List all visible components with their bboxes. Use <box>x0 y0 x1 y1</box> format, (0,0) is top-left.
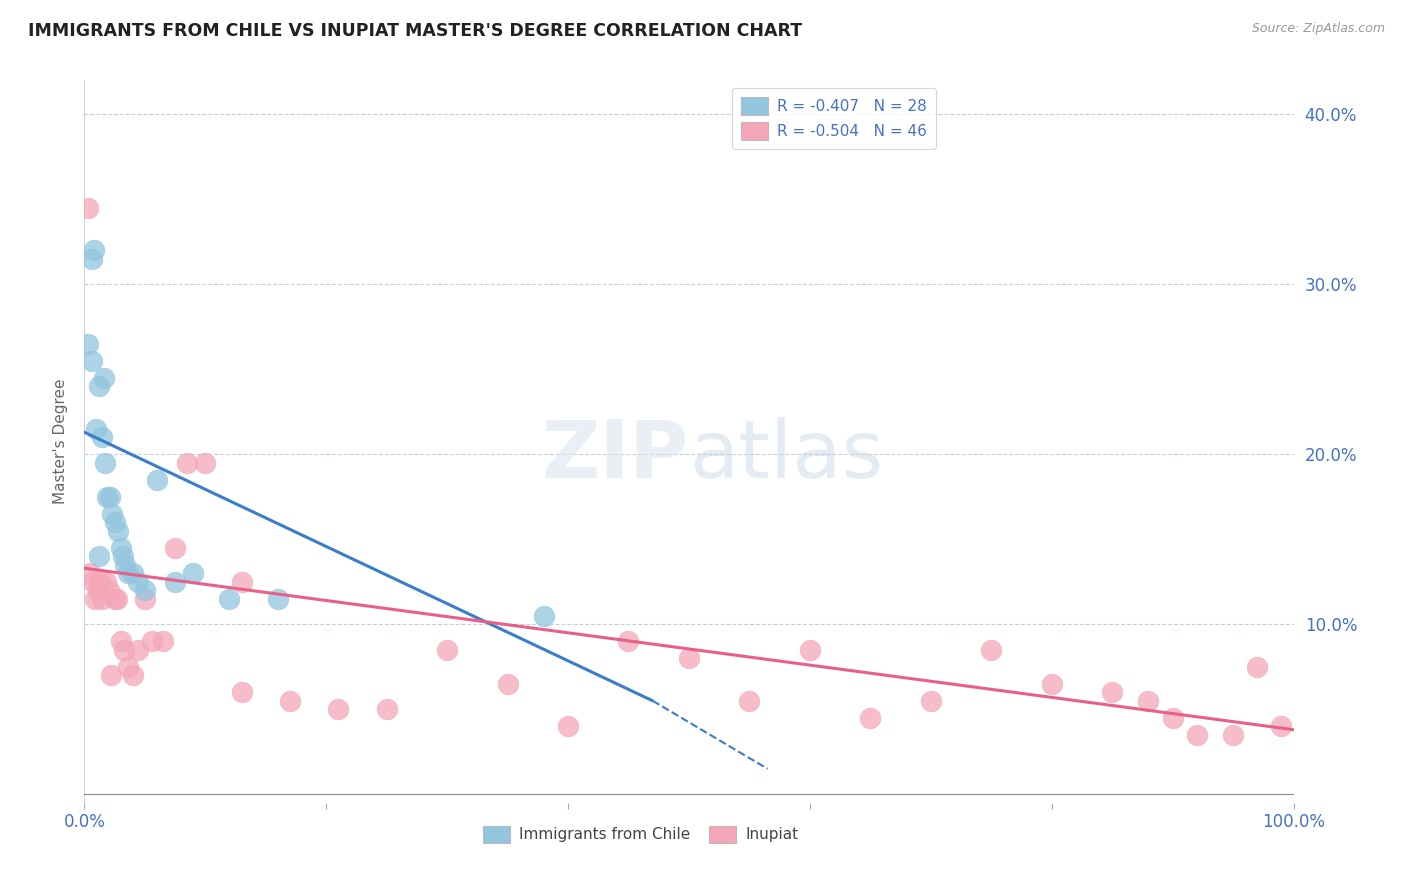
Point <box>77 201 100 215</box>
Point <box>86 422 108 436</box>
Point <box>1137 694 1160 708</box>
Point <box>114 558 136 572</box>
Point <box>86 583 108 598</box>
Point <box>127 574 149 589</box>
Point <box>1185 728 1208 742</box>
Point <box>87 549 110 564</box>
Point <box>557 719 579 733</box>
Point <box>278 694 301 708</box>
Point <box>98 490 121 504</box>
Point <box>1101 685 1123 699</box>
Point <box>87 379 110 393</box>
Point <box>100 668 122 682</box>
Point <box>112 549 135 564</box>
Point <box>117 660 139 674</box>
Legend: Immigrants from Chile, Inupiat: Immigrants from Chile, Inupiat <box>477 820 804 849</box>
Point <box>83 244 105 258</box>
Point <box>146 473 169 487</box>
Point <box>165 541 187 555</box>
Point <box>799 642 821 657</box>
Point <box>101 507 124 521</box>
Point <box>267 591 290 606</box>
Point <box>134 591 156 606</box>
Point <box>105 591 128 606</box>
Point <box>231 685 253 699</box>
Text: IMMIGRANTS FROM CHILE VS INUPIAT MASTER'S DEGREE CORRELATION CHART: IMMIGRANTS FROM CHILE VS INUPIAT MASTER'… <box>28 22 803 40</box>
Point <box>104 591 127 606</box>
Point <box>194 456 217 470</box>
Point <box>79 566 101 581</box>
Point <box>980 642 1002 657</box>
Point <box>176 456 198 470</box>
Point <box>859 711 882 725</box>
Point <box>77 336 100 351</box>
Point <box>89 574 111 589</box>
Point <box>375 702 398 716</box>
Point <box>496 677 519 691</box>
Point <box>152 634 174 648</box>
Point <box>1161 711 1184 725</box>
Point <box>328 702 350 716</box>
Point <box>107 524 129 538</box>
Point <box>181 566 204 581</box>
Text: ZIP: ZIP <box>541 417 689 495</box>
Point <box>1040 677 1063 691</box>
Point <box>1222 728 1244 742</box>
Point <box>93 371 115 385</box>
Point <box>678 651 700 665</box>
Point <box>80 252 103 266</box>
Point <box>617 634 640 648</box>
Point <box>112 642 135 657</box>
Point <box>97 583 120 598</box>
Point <box>141 634 163 648</box>
Point <box>1270 719 1292 733</box>
Point <box>121 668 143 682</box>
Point <box>94 574 117 589</box>
Point <box>165 574 187 589</box>
Point <box>82 574 104 589</box>
Point <box>91 430 114 444</box>
Text: Source: ZipAtlas.com: Source: ZipAtlas.com <box>1251 22 1385 36</box>
Point <box>436 642 458 657</box>
Point <box>117 566 139 581</box>
Point <box>84 591 107 606</box>
Point <box>127 642 149 657</box>
Y-axis label: Master's Degree: Master's Degree <box>53 379 69 504</box>
Text: atlas: atlas <box>689 417 883 495</box>
Point <box>134 583 156 598</box>
Point <box>231 574 253 589</box>
Point <box>920 694 942 708</box>
Point <box>218 591 240 606</box>
Point <box>533 608 555 623</box>
Point <box>1246 660 1268 674</box>
Point <box>121 566 143 581</box>
Point <box>94 456 117 470</box>
Point <box>110 634 132 648</box>
Point <box>104 516 127 530</box>
Point <box>80 353 103 368</box>
Point <box>110 541 132 555</box>
Point <box>738 694 761 708</box>
Point <box>91 591 114 606</box>
Point <box>96 490 118 504</box>
